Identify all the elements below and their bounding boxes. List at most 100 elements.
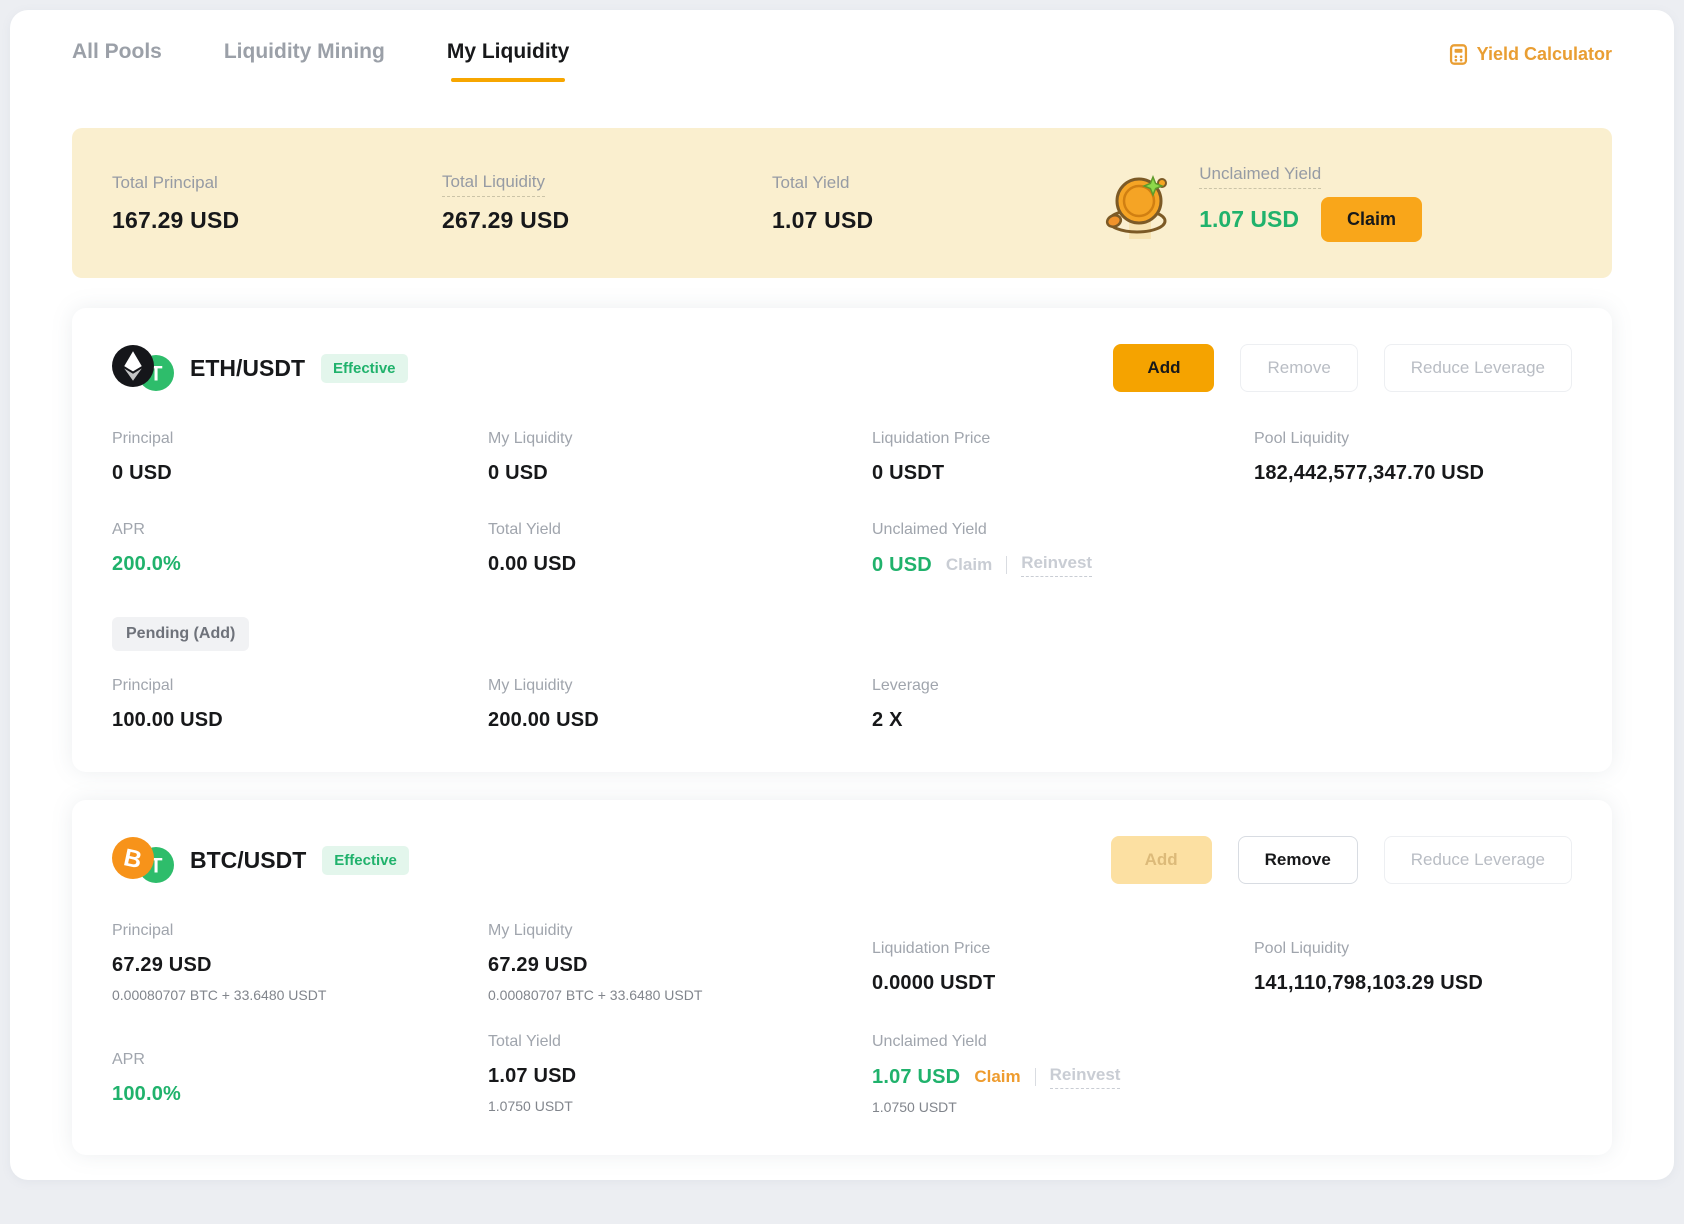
btc-fields-row-1: Principal 67.29 USD 0.00080707 BTC + 33.… xyxy=(112,922,1572,1003)
eth-remove-button[interactable]: Remove xyxy=(1240,344,1358,392)
eth-pending-leverage-label: Leverage xyxy=(872,677,939,694)
eth-pending-principal-value: 100.00 USD xyxy=(112,709,223,731)
btc-apr-field: APR 100.0% xyxy=(112,1033,488,1115)
btc-unclaimed-yield-sub: 1.0750 USDT xyxy=(872,1099,957,1115)
eth-claim-link[interactable]: Claim xyxy=(945,555,993,574)
eth-unclaimed-yield-value: 0 USD xyxy=(872,553,932,576)
eth-pending-my-liquidity-label: My Liquidity xyxy=(488,677,573,694)
unclaimed-yield-block: Unclaimed Yield 1.07 USD Claim xyxy=(1103,164,1422,242)
yield-calculator-label: Yield Calculator xyxy=(1476,44,1612,64)
btc-total-yield-field: Total Yield 1.07 USD 1.0750 USDT xyxy=(488,1033,872,1115)
eth-pending-principal-field: Principal 100.00 USD xyxy=(112,677,488,732)
btc-apr-value: 100.0% xyxy=(112,1083,182,1105)
eth-card-buttons: Add Remove Reduce Leverage xyxy=(1113,344,1572,392)
svg-text:B: B xyxy=(121,844,144,874)
btc-remove-button[interactable]: Remove xyxy=(1237,836,1358,884)
summary-banner: Total Principal 167.29 USD Total Liquidi… xyxy=(72,128,1612,278)
total-yield-label: Total Yield xyxy=(772,172,850,192)
eth-pair-name: ETH/USDT xyxy=(190,354,305,381)
btc-usdt-pair-icon: B T xyxy=(112,837,178,883)
eth-total-yield-field: Total Yield 0.00 USD xyxy=(488,521,872,577)
claim-button[interactable]: Claim xyxy=(1320,197,1422,242)
eth-total-yield-value: 0.00 USD xyxy=(488,553,577,575)
eth-usdt-pair-icon: T xyxy=(112,345,178,391)
eth-apr-field: APR 200.0% xyxy=(112,521,488,577)
btc-total-yield-label: Total Yield xyxy=(488,1033,561,1050)
eth-fields-row-1: Principal 0 USD My Liquidity 0 USD Liqui… xyxy=(112,430,1572,485)
btc-liquidation-price-field: Liquidation Price 0.0000 USDT xyxy=(872,922,1254,1003)
unclaimed-yield-label: Unclaimed Yield xyxy=(1199,164,1322,189)
total-yield-value: 1.07 USD xyxy=(772,206,874,233)
btc-unclaimed-yield-label: Unclaimed Yield xyxy=(872,1033,987,1050)
btc-status-badge: Effective xyxy=(322,845,409,875)
eth-reduce-leverage-button[interactable]: Reduce Leverage xyxy=(1383,344,1572,392)
divider xyxy=(1034,1068,1036,1086)
eth-pending-section: Pending (Add) Principal 100.00 USD My Li… xyxy=(112,617,1572,732)
btc-card-buttons: Add Remove Reduce Leverage xyxy=(1110,836,1572,884)
btc-reinvest-link[interactable]: Reinvest xyxy=(1049,1065,1121,1089)
btc-claim-link[interactable]: Claim xyxy=(974,1067,1021,1086)
btc-my-liquidity-field: My Liquidity 67.29 USD 0.00080707 BTC + … xyxy=(488,922,872,1003)
eth-pending-my-liquidity-value: 200.00 USD xyxy=(488,709,599,731)
btc-liquidation-price-label: Liquidation Price xyxy=(872,940,991,957)
eth-reinvest-link[interactable]: Reinvest xyxy=(1021,553,1093,577)
eth-apr-value: 200.0% xyxy=(112,553,182,575)
tab-liquidity-mining[interactable]: Liquidity Mining xyxy=(223,40,385,63)
tabs-row: All Pools Liquidity Mining My Liquidity … xyxy=(72,40,1612,102)
eth-apr-label: APR xyxy=(112,521,145,538)
btc-add-button[interactable]: Add xyxy=(1110,836,1212,884)
eth-unclaimed-yield-label: Unclaimed Yield xyxy=(872,521,987,538)
eth-liquidation-price-field: Liquidation Price 0 USDT xyxy=(872,430,1254,485)
btc-principal-label: Principal xyxy=(112,922,174,939)
eth-pending-leverage-value: 2 X xyxy=(872,709,903,731)
btc-unclaimed-yield-field: Unclaimed Yield 1.07 USD Claim Reinvest … xyxy=(872,1033,1254,1115)
eth-principal-value: 0 USD xyxy=(112,462,172,484)
pool-card-eth-usdt: T ETH/USDT Effective Add Remove Reduce L… xyxy=(72,308,1612,772)
total-principal-label: Total Principal xyxy=(112,172,218,192)
eth-pending-badge: Pending (Add) xyxy=(112,617,250,651)
eth-pool-liquidity-label: Pool Liquidity xyxy=(1254,430,1350,447)
btc-fields-row-2: APR 100.0% Total Yield 1.07 USD 1.0750 U… xyxy=(112,1033,1572,1115)
total-yield-stat: Total Yield 1.07 USD xyxy=(772,173,1102,234)
unclaimed-yield-value: 1.07 USD xyxy=(1199,206,1299,232)
btc-my-liquidity-label: My Liquidity xyxy=(488,922,573,939)
btc-my-liquidity-value: 67.29 USD xyxy=(488,954,588,976)
coin-icon xyxy=(1103,169,1173,245)
eth-principal-label: Principal xyxy=(112,430,174,447)
liquidity-page: All Pools Liquidity Mining My Liquidity … xyxy=(10,10,1674,1180)
btc-reduce-leverage-button[interactable]: Reduce Leverage xyxy=(1383,836,1572,884)
btc-liquidation-price-value: 0.0000 USDT xyxy=(872,972,996,994)
eth-principal-field: Principal 0 USD xyxy=(112,430,488,485)
eth-status-badge: Effective xyxy=(321,353,408,383)
btc-principal-sub: 0.00080707 BTC + 33.6480 USDT xyxy=(112,987,327,1003)
btc-apr-label: APR xyxy=(112,1051,145,1068)
eth-my-liquidity-field: My Liquidity 0 USD xyxy=(488,430,872,485)
pool-card-btc-usdt: B T BTC/USDT Effective Add Remove Reduce… xyxy=(72,800,1612,1155)
btc-pool-liquidity-label: Pool Liquidity xyxy=(1254,940,1350,957)
eth-card-header: T ETH/USDT Effective Add Remove Reduce L… xyxy=(112,344,1572,392)
btc-pair-name: BTC/USDT xyxy=(190,846,307,873)
divider xyxy=(1006,556,1008,574)
btc-pool-liquidity-field: Pool Liquidity 141,110,798,103.29 USD xyxy=(1254,922,1572,1003)
btc-pool-liquidity-value: 141,110,798,103.29 USD xyxy=(1254,972,1484,994)
eth-total-yield-label: Total Yield xyxy=(488,521,561,538)
eth-add-button[interactable]: Add xyxy=(1113,344,1215,392)
tab-my-liquidity[interactable]: My Liquidity xyxy=(447,40,569,82)
btc-total-yield-value: 1.07 USD xyxy=(488,1065,577,1087)
btc-principal-field: Principal 67.29 USD 0.00080707 BTC + 33.… xyxy=(112,922,488,1003)
calculator-icon xyxy=(1448,44,1469,65)
eth-liquidation-price-label: Liquidation Price xyxy=(872,430,991,447)
eth-pending-my-liquidity-field: My Liquidity 200.00 USD xyxy=(488,677,872,732)
eth-fields-row-2: APR 200.0% Total Yield 0.00 USD Unclaime… xyxy=(112,521,1572,577)
eth-pool-liquidity-field: Pool Liquidity 182,442,577,347.70 USD xyxy=(1254,430,1572,485)
btc-unclaimed-yield-value: 1.07 USD xyxy=(872,1065,961,1088)
tab-all-pools[interactable]: All Pools xyxy=(72,40,162,63)
eth-my-liquidity-value: 0 USD xyxy=(488,462,548,484)
eth-pending-principal-label: Principal xyxy=(112,677,174,694)
btc-total-yield-sub: 1.0750 USDT xyxy=(488,1098,573,1114)
btc-my-liquidity-sub: 0.00080707 BTC + 33.6480 USDT xyxy=(488,987,703,1003)
eth-my-liquidity-label: My Liquidity xyxy=(488,430,573,447)
eth-liquidation-price-value: 0 USDT xyxy=(872,462,945,484)
yield-calculator-link[interactable]: Yield Calculator xyxy=(1448,44,1612,65)
btc-principal-value: 67.29 USD xyxy=(112,954,212,976)
